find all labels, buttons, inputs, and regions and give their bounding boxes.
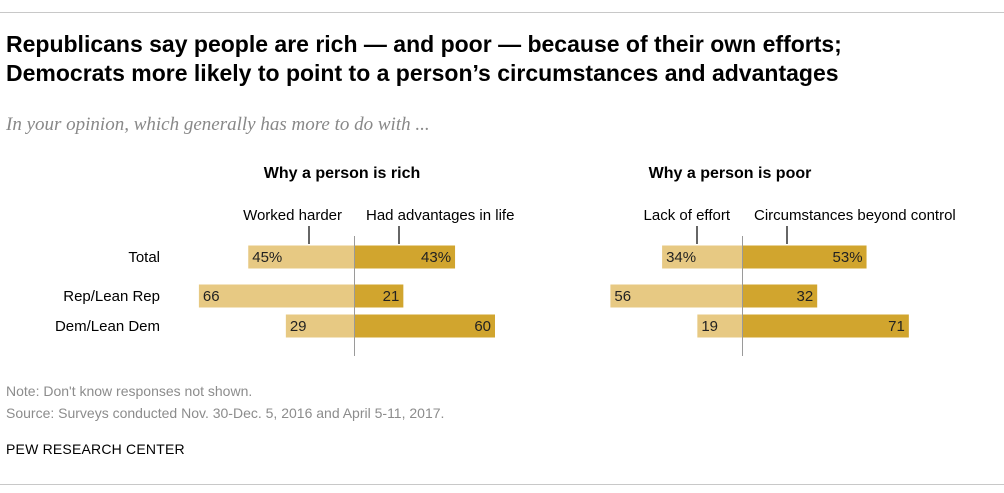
legend-poor-right: Circumstances beyond control (754, 207, 956, 224)
pew-credit: PEW RESEARCH CENTER (6, 441, 185, 457)
bar-rich-right (354, 314, 495, 338)
value-label-poor-right: 71 (888, 318, 905, 335)
bar-rich-right (354, 284, 404, 308)
diverging-bar-chart: Total Rep/Lean Rep Dem/Lean Dem Why a perso… (55, 165, 956, 356)
bar-poor-right (742, 245, 867, 269)
title-line-2: Democrats more likely to point to a pers… (6, 60, 839, 86)
value-label-poor-left: 34% (666, 249, 696, 266)
top-rule (0, 12, 1004, 13)
legend-rich-right: Had advantages in life (366, 207, 514, 224)
value-label-rich-right: 21 (383, 288, 400, 305)
legend-rich-left: Worked harder (243, 207, 342, 224)
panel-title-rich: Why a person is rich (264, 165, 420, 182)
chart-subtitle: In your opinion, which generally has mor… (6, 114, 430, 135)
category-label-rep-lean-rep: Rep/Lean Rep (63, 288, 160, 305)
bar-rich-left (248, 245, 354, 269)
source-note: Source: Surveys conducted Nov. 30-Dec. 5… (6, 405, 445, 421)
bar-rich-right (354, 245, 456, 269)
value-label-poor-right: 32 (797, 288, 814, 305)
bottom-rule (0, 484, 1004, 485)
value-label-poor-left: 19 (701, 318, 718, 335)
value-label-rich-left: 66 (203, 288, 220, 305)
category-label-dem-lean-dem: Dem/Lean Dem (55, 318, 160, 335)
value-label-rich-left: 29 (290, 318, 307, 335)
value-label-rich-right: 43% (421, 249, 451, 266)
bar-poor-right (742, 284, 818, 308)
footnote: Note: Don't know responses not shown. (6, 383, 253, 399)
panel-title-poor: Why a person is poor (649, 165, 812, 182)
bar-poor-right (742, 314, 909, 338)
chart-title: Republicans say people are rich — and po… (6, 30, 996, 88)
category-label-total: Total (128, 249, 160, 266)
title-line-1: Republicans say people are rich — and po… (6, 31, 842, 57)
value-label-poor-left: 56 (614, 288, 631, 305)
bar-poor-left (697, 314, 742, 338)
bar-poor-left (662, 245, 742, 269)
legend-poor-left: Lack of effort (644, 207, 731, 224)
bar-rich-left (285, 314, 354, 338)
value-label-poor-right: 53% (833, 249, 863, 266)
value-label-rich-right: 60 (474, 318, 491, 335)
value-label-rich-left: 45% (252, 249, 282, 266)
bar-rich-left (198, 284, 354, 308)
bar-poor-left (610, 284, 742, 308)
